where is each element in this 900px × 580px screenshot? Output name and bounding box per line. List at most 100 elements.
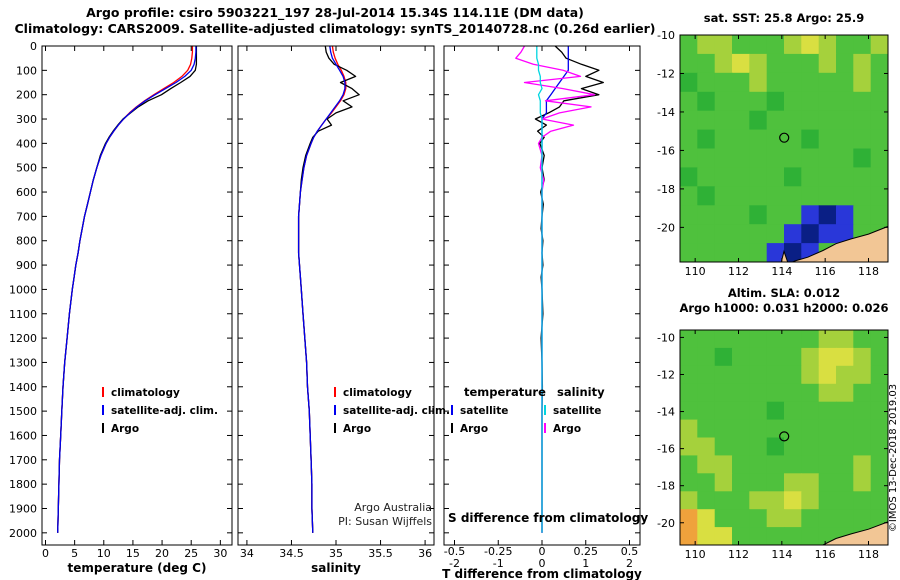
- difference-profile-legend: temperature satellite Argo salinity satellit…: [451, 385, 605, 435]
- heat-cell: [680, 473, 698, 492]
- heat-cell: [766, 110, 785, 131]
- heat-cell: [870, 437, 888, 456]
- heat-cell: [870, 401, 888, 421]
- sla-map-field: [680, 330, 888, 545]
- x-tick-label: 35.5: [368, 547, 393, 560]
- lon-tick-label: 116: [815, 548, 836, 561]
- heat-cell: [801, 473, 820, 492]
- heat-cell: [680, 419, 698, 439]
- salinity-profile-line-climatology: [297, 46, 347, 533]
- heat-cell: [714, 347, 733, 367]
- heat-cell: [714, 205, 733, 225]
- map-frame: [679, 329, 889, 546]
- heat-cell: [818, 167, 837, 187]
- heat-cell: [784, 110, 802, 131]
- heat-cell: [836, 419, 854, 439]
- heat-cell: [680, 129, 698, 150]
- heat-cell: [836, 129, 854, 150]
- heat-cell: [680, 527, 698, 545]
- heat-cell: [836, 167, 854, 187]
- heat-cell: [697, 491, 716, 510]
- heat-cell: [732, 110, 750, 131]
- heat-cell: [870, 148, 888, 168]
- heat-cell: [749, 455, 768, 474]
- temperature-profile-panel: 0 5 10 15 20 25 300100200300400500600700800900…: [9, 40, 233, 560]
- heat-cell: [680, 243, 698, 262]
- heat-cell: [714, 527, 733, 545]
- difference-profile-line-temperature-argo-climatology: [534, 46, 604, 533]
- heat-cell: [766, 224, 785, 244]
- heat-cell: [766, 491, 785, 510]
- coastline: [780, 225, 888, 262]
- map-frame: [679, 34, 889, 263]
- depth-tick-label: 200: [16, 89, 37, 102]
- heat-cell: [801, 491, 820, 510]
- heat-cell: [714, 473, 733, 492]
- heat-cell: [697, 383, 716, 403]
- heat-cell: [870, 205, 888, 225]
- heat-cell: [714, 401, 733, 421]
- heat-cell: [732, 167, 750, 187]
- x-tick-label: 5: [71, 547, 78, 560]
- heat-cell: [836, 224, 854, 244]
- heat-cell: [732, 365, 750, 385]
- heat-cell: [732, 35, 750, 55]
- heat-cell: [749, 91, 768, 112]
- lat-tick-label: -10: [657, 29, 675, 42]
- heat-cell: [732, 347, 750, 367]
- heat-cell: [853, 91, 872, 112]
- heat-cell: [680, 365, 698, 385]
- x-tick-label: -2: [449, 557, 460, 570]
- heat-cell: [697, 129, 716, 150]
- heat-cell: [714, 383, 733, 403]
- depth-tick-label: 300: [16, 113, 37, 126]
- heat-cell: [853, 129, 872, 150]
- salinity-axis-label: salinity: [311, 561, 361, 575]
- legend-temperature-argo: Argo: [460, 423, 488, 435]
- heat-cell: [680, 148, 698, 168]
- heat-cell: [870, 473, 888, 492]
- heat-cell: [732, 186, 750, 206]
- heat-cell: [680, 35, 698, 55]
- profile-panels: 0 5 10 15 20 25 300100200300400500600700800900…: [9, 40, 641, 570]
- depth-tick-label: 500: [16, 162, 37, 175]
- depth-tick-label: 1500: [9, 405, 37, 418]
- heat-cell: [784, 330, 802, 349]
- heat-cell: [749, 473, 768, 492]
- heat-cell: [853, 401, 872, 421]
- heat-cell: [853, 186, 872, 206]
- heat-cell: [870, 91, 888, 112]
- heat-cell: [766, 437, 785, 456]
- lon-tick-label: 114: [771, 265, 792, 278]
- depth-tick-label: 2000: [9, 527, 37, 540]
- x-tick-label: 2: [626, 557, 633, 570]
- heat-cell: [680, 53, 698, 74]
- heat-cell: [714, 167, 733, 187]
- heat-cell: [784, 148, 802, 168]
- legend-salinity-argo: Argo: [553, 423, 581, 435]
- heat-cell: [801, 72, 820, 93]
- depth-tick-label: 900: [16, 259, 37, 272]
- heat-cell: [801, 509, 820, 528]
- heat-cell: [749, 205, 768, 225]
- heat-cell: [697, 509, 716, 528]
- heat-cell: [801, 186, 820, 206]
- plot-frame: [237, 45, 435, 546]
- s-tick-label: -0.5: [444, 545, 465, 558]
- heat-cell: [714, 365, 733, 385]
- sla-map: 110 112 114 116 118 -10 -12 -14 -16 -18 -20: [657, 329, 889, 561]
- heat-cell: [766, 347, 785, 367]
- legend-climatology: climatology: [343, 387, 412, 399]
- heat-cell: [714, 110, 733, 131]
- lon-tick-label: 112: [728, 265, 749, 278]
- heat-cell: [836, 509, 854, 528]
- heat-cell: [818, 347, 837, 367]
- heat-cell: [853, 167, 872, 187]
- heat-cell: [697, 473, 716, 492]
- x-tick-label: 1: [582, 557, 589, 570]
- heat-cell: [801, 383, 820, 403]
- heat-cell: [853, 53, 872, 74]
- heat-cell: [801, 437, 820, 456]
- lon-tick-label: 118: [858, 548, 879, 561]
- heat-cell: [870, 365, 888, 385]
